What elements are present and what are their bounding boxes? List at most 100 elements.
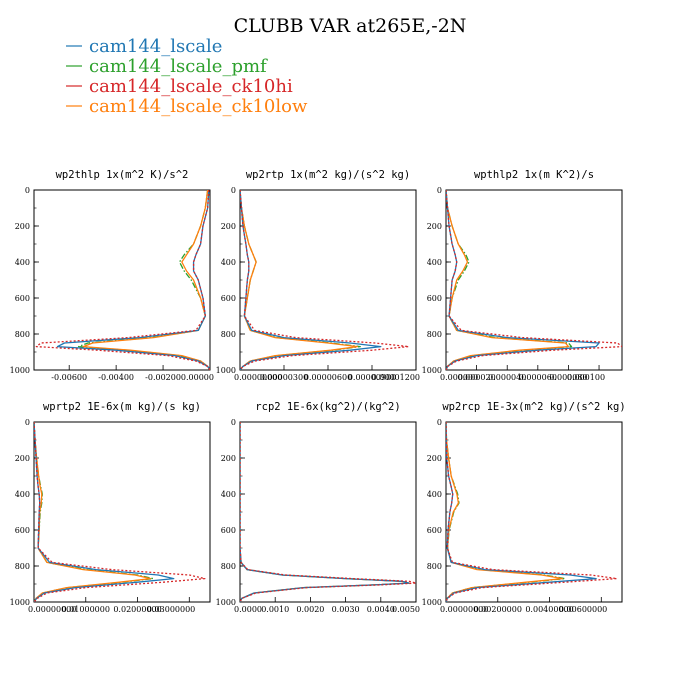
panels: wp2thlp 1x(m^2 K)/s^2 0 200 400 600 800 1000 -0… bbox=[10, 169, 626, 614]
series-line bbox=[56, 190, 210, 370]
y-tick-label: 1000 bbox=[216, 366, 236, 375]
y-tick-label: 600 bbox=[15, 294, 30, 303]
x-tick-label: 0.0050 bbox=[392, 605, 420, 614]
series-group bbox=[446, 422, 618, 602]
y-tick-label: 0 bbox=[437, 418, 442, 427]
chart-panel: wprtp2 1E-6x(m kg)/(s kg) 0 200 400 600 800 10… bbox=[10, 401, 211, 614]
y-tick-label: 800 bbox=[15, 330, 30, 339]
x-tick-label: 0.00000 bbox=[181, 373, 214, 382]
y-tick-label: 400 bbox=[427, 490, 442, 499]
x-tick-label: 0.000020 bbox=[458, 373, 496, 382]
series-line bbox=[446, 422, 566, 602]
series-line bbox=[446, 422, 597, 602]
series-line bbox=[446, 190, 622, 370]
y-tick-label: 600 bbox=[15, 526, 30, 535]
y-tick-label: 800 bbox=[221, 330, 236, 339]
y-tick-label: 600 bbox=[221, 526, 236, 535]
x-tick-label: 0.0030 bbox=[332, 605, 360, 614]
y-tick-label: 1000 bbox=[422, 366, 442, 375]
chart-panel: rcp2 1E-6x(kg^2)/(kg^2) 0 200 400 600 800 1000… bbox=[216, 401, 420, 614]
series-line bbox=[240, 422, 416, 602]
legend-label: cam144_lscale_ck10hi bbox=[89, 76, 293, 97]
legend-entry: cam144_lscale bbox=[66, 36, 222, 57]
x-tick-label: 0.000040 bbox=[488, 373, 526, 382]
x-tick-label: 0.000060 bbox=[519, 373, 557, 382]
y-tick-label: 200 bbox=[427, 222, 442, 231]
y-tick-label: 400 bbox=[15, 258, 30, 267]
x-tick-label: 0.00000600 bbox=[304, 373, 352, 382]
y-tick-label: 200 bbox=[15, 222, 30, 231]
y-tick-label: 600 bbox=[221, 294, 236, 303]
series-group bbox=[446, 190, 622, 370]
x-tick-label: 0.00000000 bbox=[440, 605, 488, 614]
y-tick-label: 400 bbox=[15, 490, 30, 499]
legend-entry: cam144_lscale_pmf bbox=[66, 56, 268, 77]
x-tick-label: 0.000080 bbox=[549, 373, 587, 382]
series-line bbox=[34, 422, 206, 602]
y-tick-label: 1000 bbox=[10, 366, 30, 375]
series-line bbox=[240, 422, 410, 602]
x-tick-label: -0.00200 bbox=[145, 373, 181, 382]
chart-panel: wpthlp2 1x(m K^2)/s020040060080010000.00… bbox=[422, 169, 623, 382]
x-tick-label: 0.0040 bbox=[367, 605, 395, 614]
y-tick-label: 400 bbox=[221, 258, 236, 267]
x-tick-label: 0.00600000 bbox=[559, 605, 607, 614]
series-line bbox=[446, 422, 618, 602]
chart-panel: wp2thlp 1x(m^2 K)/s^2 0 200 400 600 800 1000 -0… bbox=[10, 169, 214, 382]
y-tick-label: 200 bbox=[221, 222, 236, 231]
y-tick-label: 1000 bbox=[422, 598, 442, 607]
y-tick-label: 0 bbox=[231, 418, 236, 427]
series-line bbox=[446, 190, 573, 370]
x-tick-label: 0.0020 bbox=[296, 605, 324, 614]
x-tick-label: 0.01000000 bbox=[62, 605, 110, 614]
y-tick-label: 600 bbox=[427, 294, 442, 303]
y-tick-label: 400 bbox=[221, 490, 236, 499]
y-tick-label: 0 bbox=[437, 186, 442, 195]
series-group bbox=[240, 422, 416, 602]
x-tick-label: 0.00001200 bbox=[372, 373, 420, 382]
legend-entry: cam144_lscale_ck10hi bbox=[66, 76, 293, 97]
legend-label: cam144_lscale_ck10low bbox=[89, 96, 308, 117]
series-line bbox=[34, 422, 152, 602]
legend-label: cam144_lscale bbox=[89, 36, 222, 57]
figure-title: CLUBB VAR at265E,-2N bbox=[234, 15, 467, 37]
panel-title: rcp2 1E-6x(kg^2)/(kg^2) bbox=[255, 401, 400, 413]
plot-frame bbox=[33, 189, 211, 371]
plot-frame bbox=[33, 421, 211, 603]
legend-entry: cam144_lscale_ck10low bbox=[66, 96, 308, 117]
x-tick-label: -0.00600 bbox=[51, 373, 87, 382]
series-line bbox=[240, 190, 382, 370]
series-line bbox=[34, 422, 175, 602]
series-line bbox=[35, 190, 210, 370]
series-line bbox=[446, 422, 564, 602]
y-tick-label: 800 bbox=[15, 562, 30, 571]
series-group bbox=[35, 190, 210, 370]
x-tick-label: 0.00400000 bbox=[525, 605, 573, 614]
x-tick-label: 0.000100 bbox=[567, 373, 605, 382]
series-line bbox=[240, 190, 358, 370]
series-line bbox=[240, 422, 410, 602]
y-tick-label: 0 bbox=[25, 418, 30, 427]
panel-title: wprtp2 1E-6x(m kg)/(s kg) bbox=[43, 401, 201, 413]
y-tick-label: 0 bbox=[231, 186, 236, 195]
chart-panel: wp2rtp 1x(m^2 kg)/(s^2 kg) 0 200 400 600 800 1… bbox=[216, 169, 420, 382]
y-tick-label: 600 bbox=[427, 526, 442, 535]
x-tick-label: 0.00000300 bbox=[260, 373, 308, 382]
series-line bbox=[446, 190, 570, 370]
y-tick-label: 1000 bbox=[10, 598, 30, 607]
plot-frame bbox=[239, 421, 417, 603]
y-tick-label: 800 bbox=[221, 562, 236, 571]
x-tick-label: -0.00400 bbox=[98, 373, 134, 382]
x-tick-label: 0.00000900 bbox=[348, 373, 396, 382]
series-line bbox=[446, 190, 600, 370]
panel-title: wp2rtp 1x(m^2 kg)/(s^2 kg) bbox=[246, 169, 410, 181]
x-tick-label: 0.00200000 bbox=[474, 605, 522, 614]
x-tick-label: 0.000000 bbox=[440, 373, 478, 382]
x-tick-label: 0.0000 bbox=[234, 605, 262, 614]
legend-label: cam144_lscale_pmf bbox=[89, 56, 268, 77]
y-tick-label: 200 bbox=[427, 454, 442, 463]
x-tick-label: 0.00000000 bbox=[28, 605, 76, 614]
y-tick-label: 0 bbox=[25, 186, 30, 195]
series-line bbox=[240, 422, 410, 602]
